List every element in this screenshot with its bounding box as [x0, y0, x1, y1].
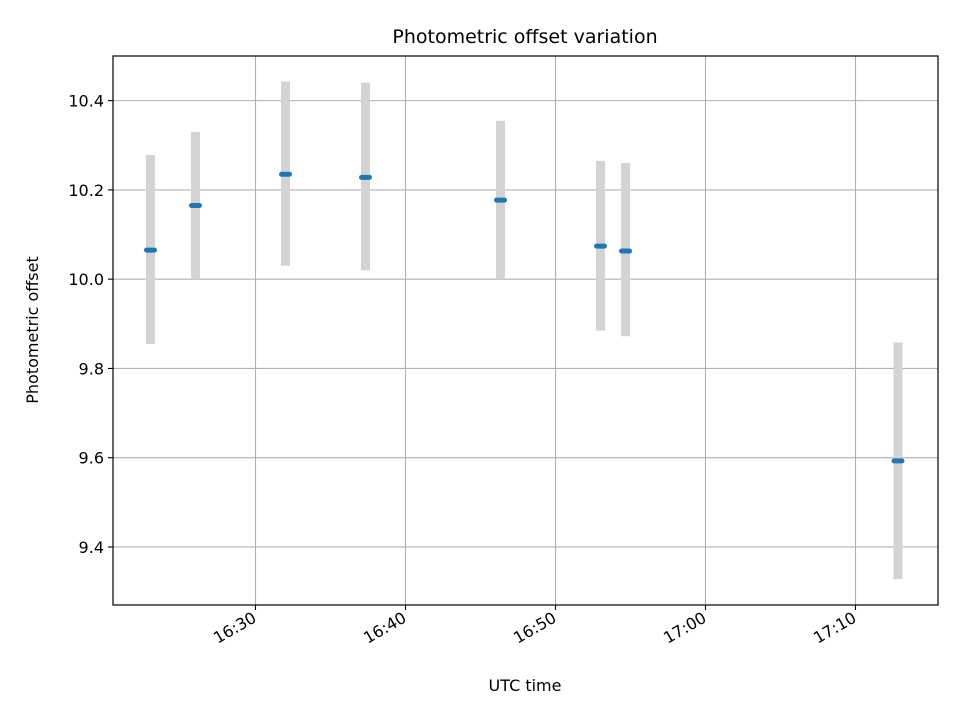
y-tick-label: 10.0	[68, 270, 104, 289]
error-bars	[146, 81, 903, 580]
y-tick-label: 10.2	[68, 181, 104, 200]
y-tick-label: 9.8	[79, 359, 104, 378]
x-tick-label: 16:30	[210, 608, 259, 648]
grid	[113, 56, 938, 605]
y-tick-label: 9.6	[79, 449, 104, 468]
x-tick-label: 16:50	[510, 608, 559, 648]
chart-title: Photometric offset variation	[392, 26, 657, 48]
x-axis-label: UTC time	[489, 676, 562, 695]
y-axis-ticks: 9.4 9.6 9.8 10.0 10.2 10.4	[68, 92, 113, 557]
x-tick-label: 17:10	[810, 608, 859, 648]
data-points	[144, 171, 905, 464]
y-tick-label: 10.4	[68, 92, 104, 111]
plot-frame	[112, 55, 939, 606]
x-tick-label: 16:40	[360, 608, 409, 648]
y-axis-label: Photometric offset	[23, 256, 42, 404]
x-axis-ticks: 16:30 16:40 16:50 17:00 17:10	[210, 605, 860, 648]
x-tick-label: 17:00	[660, 608, 709, 648]
y-tick-label: 9.4	[79, 538, 104, 557]
